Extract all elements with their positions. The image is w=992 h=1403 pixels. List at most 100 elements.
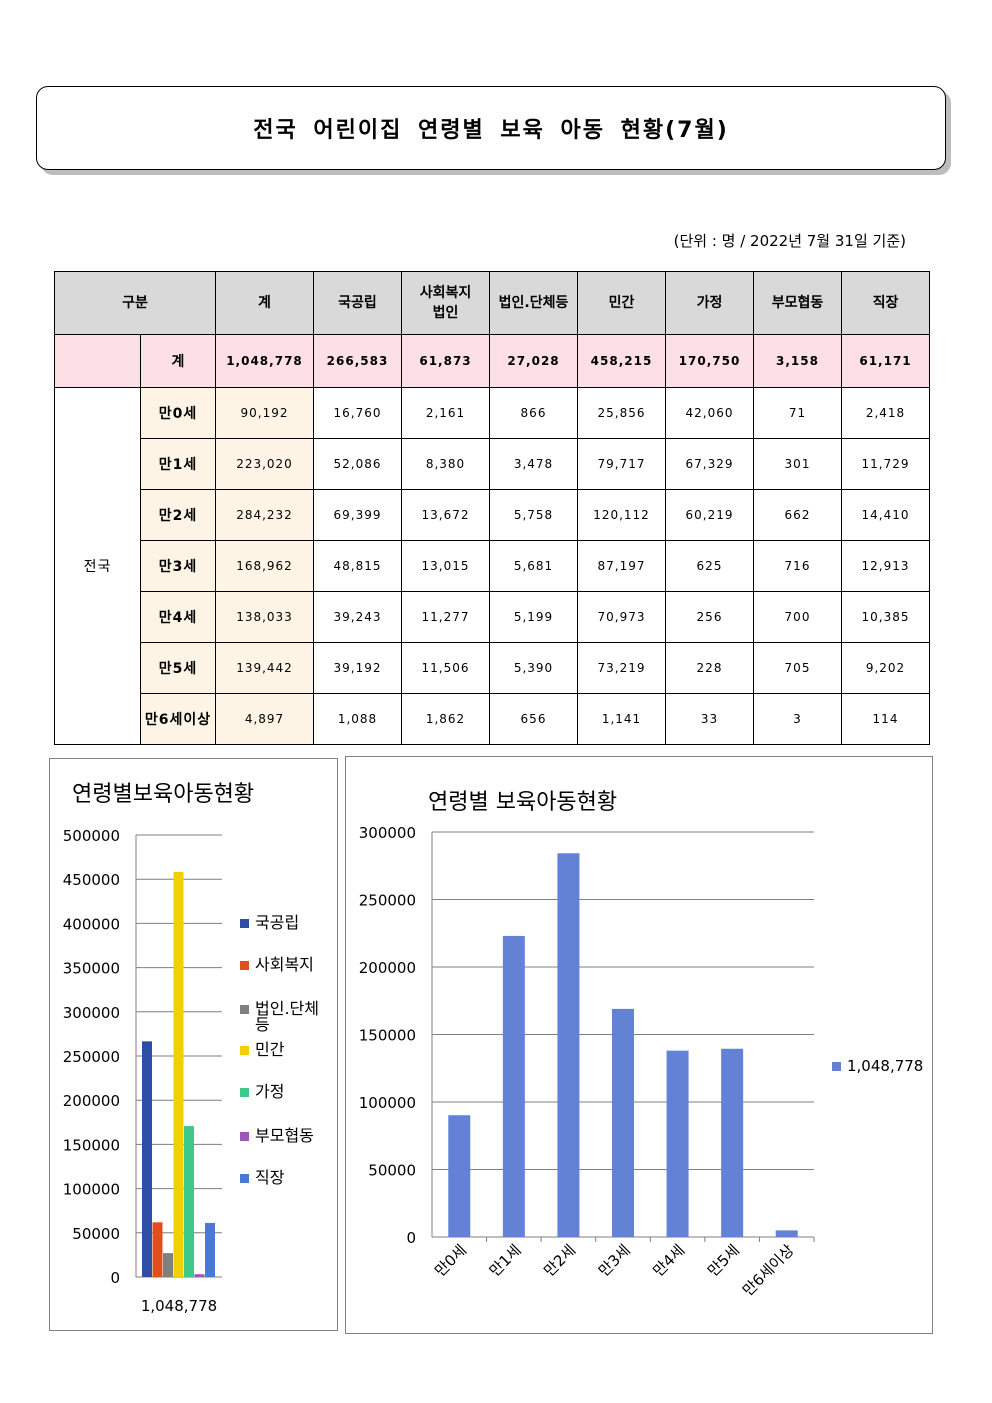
table-cell: 90,192 [215, 387, 314, 439]
table-cell: 3,478 [489, 438, 578, 490]
table-cell: 39,192 [313, 642, 402, 694]
y-tick-label: 100000 [63, 1181, 120, 1199]
x-tick-label: 만2세 [540, 1241, 579, 1280]
total-cell: 170,750 [665, 334, 754, 388]
y-tick-label: 50000 [368, 1162, 416, 1180]
y-tick-label: 250000 [63, 1048, 120, 1066]
legend-swatch [240, 1046, 249, 1055]
total-cell: 61,873 [401, 334, 490, 388]
table-cell: 2,418 [841, 387, 930, 439]
table-row: 만4세 138,033 39,243 11,277 5,199 70,973 256 700 1… [55, 591, 930, 643]
legend-swatch [240, 919, 249, 928]
table-cell: 1,141 [577, 693, 666, 745]
x-tick-label: 만6세이상 [739, 1241, 798, 1300]
table-cell: 256 [665, 591, 754, 643]
title-box: 전국 어린이집 연령별 보육 아동 현황(7월) [36, 86, 946, 170]
total-cell: 458,215 [577, 334, 666, 388]
table-cell: 60,219 [665, 489, 754, 541]
table-cell: 3 [753, 693, 842, 745]
age-cell: 만3세 [140, 540, 216, 592]
table-cell: 16,760 [313, 387, 402, 439]
table-cell: 301 [753, 438, 842, 490]
header-cell: 민간 [577, 271, 666, 335]
header-cell: 국공립 [313, 271, 402, 335]
table-cell: 39,243 [313, 591, 402, 643]
table-cell: 70,973 [577, 591, 666, 643]
table-cell: 69,399 [313, 489, 402, 541]
y-tick-label: 400000 [63, 915, 120, 933]
x-tick-label: 만0세 [431, 1241, 470, 1280]
y-tick-label: 0 [110, 1269, 120, 1287]
y-tick-label: 450000 [63, 871, 120, 889]
y-tick-label: 200000 [63, 1092, 120, 1110]
table-cell: 87,197 [577, 540, 666, 592]
legend-swatch [832, 1062, 841, 1071]
unit-note: (단위 : 명 / 2022년 7월 31일 기준) [673, 232, 906, 250]
legend-label: 부모협동 [255, 1126, 314, 1145]
table-cell: 284,232 [215, 489, 314, 541]
table-cell: 228 [665, 642, 754, 694]
total-cell: 27,028 [489, 334, 578, 388]
bar-만0세 [448, 1115, 471, 1237]
table-cell: 11,277 [401, 591, 490, 643]
age-cell: 만0세 [140, 387, 216, 439]
table-cell: 866 [489, 387, 578, 439]
total-cell: 3,158 [753, 334, 842, 388]
y-tick-label: 200000 [359, 959, 416, 977]
y-tick-label: 250000 [359, 892, 416, 910]
header-cell: 부모협동 [753, 271, 842, 335]
header-cell: 직장 [841, 271, 930, 335]
table-cell: 13,672 [401, 489, 490, 541]
table-cell: 67,329 [665, 438, 754, 490]
legend-label: 법인.단체 등 [255, 999, 319, 1034]
legend-label: 사회복지 [255, 955, 314, 974]
table-cell: 33 [665, 693, 754, 745]
table-cell: 120,112 [577, 489, 666, 541]
bar-민간 [173, 871, 184, 1277]
chart-by-type: 연령별보육아동현황 0 50000 100000 150000 200000 250000 3… [49, 758, 338, 1331]
legend-swatch [240, 961, 249, 970]
header-cell: 계 [215, 271, 314, 335]
chart-title: 연령별보육아동현황 [72, 782, 254, 807]
total-cell: 61,171 [841, 334, 930, 388]
table-cell: 656 [489, 693, 578, 745]
table-cell: 114 [841, 693, 930, 745]
table-cell: 13,015 [401, 540, 490, 592]
header-cell: 가정 [665, 271, 754, 335]
table-cell: 14,410 [841, 489, 930, 541]
age-cell: 만1세 [140, 438, 216, 490]
x-tick-label: 만1세 [486, 1241, 525, 1280]
header-category: 구분 [54, 271, 216, 335]
legend-label: 가정 [255, 1082, 284, 1101]
y-tick-label: 150000 [359, 1027, 416, 1045]
table-cell: 11,506 [401, 642, 490, 694]
table-cell: 5,681 [489, 540, 578, 592]
table-cell: 12,913 [841, 540, 930, 592]
table-cell: 8,380 [401, 438, 490, 490]
total-cell: 266,583 [313, 334, 402, 388]
age-cell: 만2세 [140, 489, 216, 541]
table-cell: 1,862 [401, 693, 490, 745]
page-title: 전국 어린이집 연령별 보육 아동 현황(7월) [253, 118, 729, 143]
header-row: 구분 계 국공립 사회복지 법인 법인.단체등 민간 가정 부모협동 직장 [54, 271, 930, 335]
x-tick-label: 만3세 [595, 1241, 634, 1280]
table-cell: 625 [665, 540, 754, 592]
table-cell: 4,897 [215, 693, 314, 745]
table-cell: 2,161 [401, 387, 490, 439]
table-cell: 1,088 [313, 693, 402, 745]
table-cell: 48,815 [313, 540, 402, 592]
data-table: 구분 계 국공립 사회복지 법인 법인.단체등 민간 가정 부모협동 직장 계 1,048,778 26… [54, 271, 930, 745]
bar-국공립 [142, 1041, 152, 1277]
table-row: 만5세 139,442 39,192 11,506 5,390 73,219 228 705 9… [55, 642, 930, 694]
y-tick-label: 300000 [359, 824, 416, 842]
table-cell: 25,856 [577, 387, 666, 439]
legend-swatch [240, 1132, 249, 1141]
y-tick-label: 300000 [63, 1004, 120, 1022]
region-cell: 전국 [54, 387, 141, 745]
total-cell: 1,048,778 [215, 334, 314, 388]
bar-부모협동 [194, 1274, 205, 1277]
table-cell: 73,219 [577, 642, 666, 694]
table-cell: 662 [753, 489, 842, 541]
y-tick-label: 50000 [72, 1225, 120, 1243]
y-tick-label: 100000 [359, 1094, 416, 1112]
